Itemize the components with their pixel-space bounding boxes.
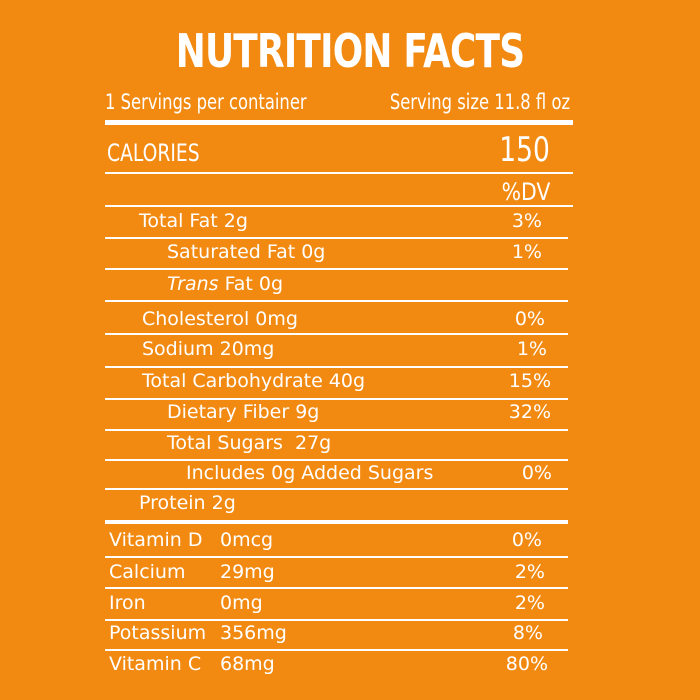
trans-fat-label: Fat 0g [218,273,284,295]
vitamin-name-c: Vitamin C [109,653,202,675]
row-divider [105,366,568,368]
calories-divider [105,172,573,174]
nutrient-label-cholesterol: Cholesterol 0mg [142,308,298,330]
nutrient-dv-total-carbohydrate: 15% [508,370,551,392]
vitamin-dv-d: 0% [511,529,542,551]
page-title: NUTRITION FACTS [175,24,525,78]
vitamin-name-iron: Iron [109,592,146,614]
vitamin-amount-potassium: 356mg [220,622,287,644]
row-divider [105,649,568,651]
nutrient-label-added-sugars: Includes 0g Added Sugars [186,462,434,484]
nutrient-label-trans-fat: Trans Fat 0g [167,273,283,295]
nutrient-label-saturated-fat: Saturated Fat 0g [167,241,326,263]
nutrient-label-sodium: Sodium 20mg [142,338,275,360]
row-divider [105,429,568,431]
nutrient-dv-total-fat: 3% [511,210,542,232]
serving-size: Serving size 11.8 fl oz [389,90,570,114]
calories-label: CALORIES [107,139,200,167]
nutrient-dv-dietary-fiber: 32% [508,401,551,423]
row-divider [105,619,568,621]
vitamin-amount-calcium: 29mg [220,561,275,583]
nutrient-dv-added-sugars: 0% [521,462,552,484]
nutrient-label-total-fat: Total Fat 2g [139,210,248,232]
vitamin-name-potassium: Potassium [109,622,207,644]
row-divider [105,587,568,589]
vitamin-dv-iron: 2% [514,592,545,614]
vitamin-name-calcium: Calcium [109,561,186,583]
vitamin-amount-c: 68mg [220,653,275,675]
thick-divider-vitamins [105,520,568,524]
nutrient-dv-saturated-fat: 1% [511,241,542,263]
nutrient-label-dietary-fiber: Dietary Fiber 9g [167,401,320,423]
nutrient-dv-sodium: 1% [516,338,547,360]
vitamin-dv-calcium: 2% [514,561,545,583]
vitamin-dv-potassium: 8% [512,622,543,644]
row-divider [105,300,568,302]
vitamin-amount-iron: 0mg [220,592,263,614]
row-divider [105,556,568,558]
row-divider [105,459,568,461]
row-divider [105,398,568,400]
row-divider [105,268,568,270]
servings-per-container: 1 Servings per container [105,90,307,114]
dv-divider [105,205,573,207]
nutrient-dv-cholesterol: 0% [514,308,545,330]
nutrient-label-protein: Protein 2g [139,492,236,514]
thick-divider-top [105,120,573,125]
vitamin-amount-d: 0mcg [220,529,274,551]
daily-value-header: %DV [501,178,550,206]
vitamin-name-d: Vitamin D [109,529,203,551]
vitamin-dv-c: 80% [505,653,548,675]
row-divider [105,237,568,239]
trans-italic-label: Trans [167,273,219,295]
row-divider [105,333,568,335]
nutrient-label-total-sugars: Total Sugars 27g [167,432,332,454]
row-divider [105,488,568,490]
nutrient-label-total-carbohydrate: Total Carbohydrate 40g [142,370,366,392]
calories-value: 150 [499,130,550,170]
